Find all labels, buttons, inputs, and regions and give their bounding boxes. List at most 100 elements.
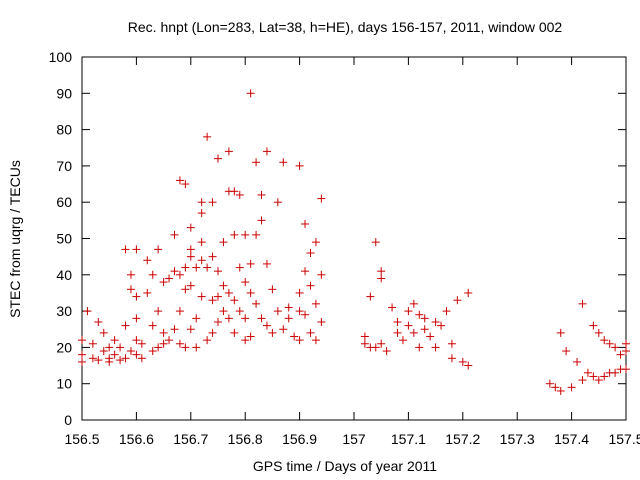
- data-point: [360, 332, 369, 341]
- data-point: [132, 292, 141, 301]
- data-point: [116, 356, 125, 365]
- data-point: [311, 336, 320, 345]
- data-point: [377, 267, 386, 276]
- data-point: [246, 89, 255, 98]
- y-tick-label: 20: [56, 339, 72, 355]
- data-point: [219, 281, 228, 290]
- data-point: [99, 328, 108, 337]
- data-point: [154, 245, 163, 254]
- data-point: [398, 336, 407, 345]
- data-point: [143, 256, 152, 265]
- data-point: [137, 354, 146, 363]
- data-point: [214, 154, 222, 163]
- data-point: [600, 336, 609, 345]
- data-point: [203, 132, 212, 141]
- data-point: [279, 158, 288, 167]
- data-point: [246, 288, 255, 297]
- x-tick-label: 156.8: [228, 431, 263, 447]
- x-axis-label: GPS time / Days of year 2011: [253, 458, 437, 474]
- data-point: [306, 281, 315, 290]
- data-point: [159, 328, 168, 337]
- data-points: [78, 89, 630, 395]
- data-point: [252, 230, 261, 239]
- data-point: [458, 357, 467, 366]
- x-tick-label: 156.5: [64, 431, 99, 447]
- data-point: [453, 296, 462, 305]
- y-tick-label: 0: [64, 412, 72, 428]
- data-point: [214, 317, 222, 326]
- data-point: [186, 325, 195, 334]
- data-point: [148, 347, 157, 356]
- data-point: [235, 263, 244, 272]
- data-point: [415, 310, 424, 319]
- data-point: [262, 321, 271, 330]
- data-point: [235, 190, 244, 199]
- data-point: [311, 238, 320, 247]
- data-point: [464, 288, 473, 297]
- data-point: [420, 325, 429, 334]
- y-axis: 0 10 20 30 40 50 60 70 80 90 100: [49, 49, 626, 428]
- data-point: [154, 343, 163, 352]
- data-point: [371, 343, 380, 352]
- data-point: [311, 299, 320, 308]
- data-point: [622, 339, 630, 348]
- data-point: [366, 292, 375, 301]
- data-point: [317, 317, 326, 326]
- data-point: [219, 307, 228, 316]
- data-point: [241, 230, 250, 239]
- data-point: [175, 339, 184, 348]
- x-tick-label: 157: [342, 431, 366, 447]
- data-point: [273, 198, 282, 207]
- data-point: [306, 328, 315, 337]
- data-point: [224, 314, 233, 323]
- data-point: [295, 336, 304, 345]
- y-tick-label: 70: [56, 158, 72, 174]
- data-point: [464, 361, 473, 370]
- data-point: [224, 288, 233, 297]
- data-point: [404, 307, 413, 316]
- data-point: [594, 376, 603, 385]
- data-point: [388, 303, 397, 312]
- data-point: [214, 267, 222, 276]
- data-point: [545, 379, 554, 388]
- data-point: [132, 336, 141, 345]
- data-point: [197, 292, 206, 301]
- x-axis: 156.5 156.6 156.7 156.8 156.9 157 157.1 157.2 15…: [64, 57, 640, 447]
- data-point: [594, 328, 603, 337]
- data-point: [284, 303, 293, 312]
- data-point: [605, 339, 614, 348]
- data-point: [241, 336, 250, 345]
- data-point: [246, 332, 255, 341]
- data-point: [230, 328, 239, 337]
- data-point: [116, 343, 125, 352]
- data-point: [148, 270, 157, 279]
- data-point: [284, 314, 293, 323]
- data-point: [197, 238, 206, 247]
- data-point: [203, 336, 212, 345]
- x-tick-label: 157.4: [554, 431, 589, 447]
- y-tick-label: 80: [56, 122, 72, 138]
- data-point: [573, 357, 582, 366]
- data-point: [257, 314, 266, 323]
- data-point: [578, 299, 587, 308]
- data-point: [159, 339, 168, 348]
- data-point: [409, 328, 418, 337]
- data-point: [121, 321, 130, 330]
- data-point: [371, 238, 380, 247]
- data-point: [132, 350, 141, 359]
- data-point: [175, 270, 184, 279]
- y-axis-label: STEC from uqrg / TECUs: [7, 160, 23, 318]
- data-point: [556, 328, 565, 337]
- data-point: [181, 180, 190, 189]
- data-point: [186, 281, 195, 290]
- data-point: [447, 354, 456, 363]
- data-point: [175, 176, 184, 185]
- data-point: [121, 354, 130, 363]
- data-point: [252, 299, 261, 308]
- data-point: [611, 343, 620, 352]
- x-tick-label: 156.7: [173, 431, 208, 447]
- data-point: [622, 347, 630, 356]
- data-point: [447, 339, 456, 348]
- y-tick-label: 100: [49, 49, 73, 65]
